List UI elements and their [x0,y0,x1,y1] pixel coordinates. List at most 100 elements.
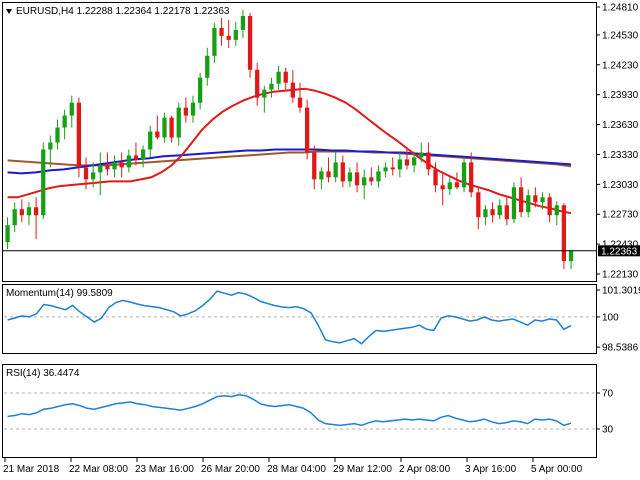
bull-candle [526,195,531,213]
bull-candle [140,149,146,160]
bear-candle [326,171,331,178]
bull-candle [447,182,452,190]
bull-candle [240,15,246,30]
bear-candle [490,209,495,216]
bear-candle [369,177,374,182]
bull-candle [568,251,574,262]
bear-candle [219,27,224,36]
bear-candle [226,35,231,40]
rsi-indicator: 70 30 [4,389,614,436]
bear-candle [440,185,445,190]
bear-candle [297,97,303,108]
time-tick-label: 2 Apr 08:00 [399,464,451,475]
bear-candle [547,197,552,216]
bull-candle [419,152,424,158]
bull-candle [269,83,274,90]
bear-candle [155,131,160,138]
price-tick-label: 1.23330 [602,150,639,161]
bear-candle [354,172,360,186]
bear-candle [454,182,460,188]
bear-candle [183,107,189,116]
bear-candle [255,69,260,98]
time-tick-label: 29 Mar 12:00 [333,464,392,475]
price-tick-label: 1.22130 [602,270,639,281]
rsi-title: RSI(14) 36.4474 [6,368,80,379]
time-tick-label: 22 Mar 08:00 [69,464,128,475]
bear-candle [33,207,39,216]
price-tick-label: 1.24530 [602,30,639,41]
bull-candle [98,165,103,173]
price-tick-label: 1.23030 [602,180,639,191]
bull-candle [55,127,60,143]
time-tick-label: 23 Mar 16:00 [135,464,194,475]
bull-candle [319,171,324,180]
bull-candle [126,155,131,168]
bull-candle [26,207,32,216]
bull-candle [91,172,96,180]
price-tick-label: 1.23930 [602,90,639,101]
bull-candle [212,27,217,56]
bull-candle [333,162,338,178]
bear-candle [83,167,89,180]
price-tick-label: 1.22430 [602,240,639,251]
bear-candle [247,15,253,70]
momentum-title: Momentum(14) 99.5809 [6,288,113,299]
rsi-tick-label: 30 [602,425,614,436]
bull-candle [276,71,281,84]
time-tick-label: 28 Mar 04:00 [267,464,326,475]
bear-candle [340,162,345,182]
momentum-tick-label: 98.5386 [602,343,639,354]
collapse-triangle-icon[interactable] [6,9,12,14]
rsi-pane-frame [2,364,597,458]
bull-candle [411,157,417,166]
price-axis-ticks: 1.24810 1.24530 1.24230 1.23930 1.23630 1.233… [597,2,639,281]
price-tick-label: 1.24810 [602,2,639,13]
momentum-tick-label: 101.3019 [602,286,640,297]
bear-candle [312,152,317,180]
price-tick-label: 1.24230 [602,60,639,71]
bull-candle [483,209,488,218]
symbol-ohlc-header: EURUSD,H4 1.22288 1.22364 1.22178 1.2236… [16,6,230,17]
bull-candle [511,187,517,220]
bull-candle [5,225,10,243]
time-tick-label: 5 Apr 00:00 [531,464,583,475]
bull-candle [41,149,46,216]
bull-candle [190,102,196,116]
bear-candle [169,117,174,138]
bear-candle [469,162,474,193]
bull-candle [69,102,74,116]
time-axis: 21 Mar 2018 22 Mar 08:00 23 Mar 16:00 26 Ma… [3,458,583,475]
bear-candle [518,187,524,213]
bear-candle [290,82,296,98]
bear-candle [105,165,110,170]
bull-candle [233,29,238,40]
bull-candle [376,171,381,182]
bear-candle [426,152,431,170]
bull-candle [62,115,67,128]
bear-candle [404,159,410,166]
price-pane-frame [2,2,597,282]
bull-candle [397,159,402,170]
time-tick-label: 26 Mar 20:00 [201,464,260,475]
bull-candle [48,142,53,150]
price-tick-label: 1.22730 [602,210,639,221]
bear-candle [504,205,509,220]
bear-candle [133,155,139,160]
rsi-line [7,394,572,427]
bear-candle [283,71,288,83]
bear-candle [433,169,438,186]
bull-candle [347,172,353,182]
bull-candle [262,89,267,98]
moving-averages [7,87,572,215]
bear-candle [533,195,538,203]
bull-candle [12,209,17,226]
bear-candle [476,192,481,218]
momentum-indicator: 101.3019 100 98.5386 [4,286,640,354]
bear-candle [304,107,310,153]
bear-candle [119,162,124,168]
candlesticks [5,9,574,270]
bull-candle [148,131,153,150]
momentum-line [7,290,572,345]
